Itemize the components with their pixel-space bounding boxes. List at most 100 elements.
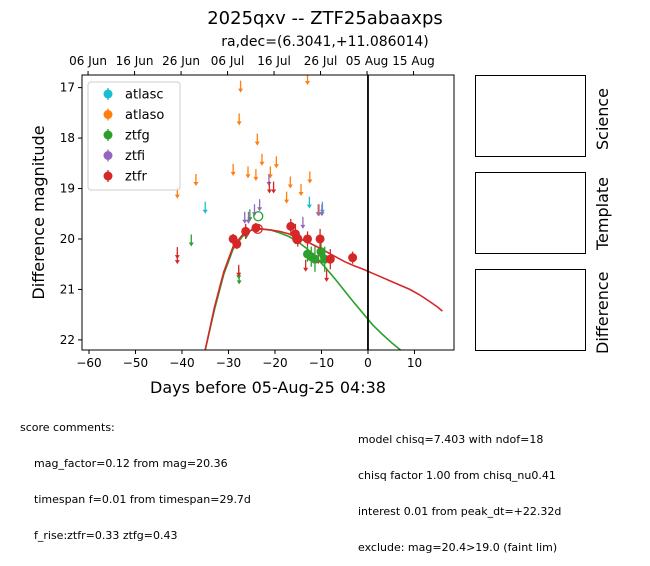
top-x-tick-label: 26 Jun [162,54,200,68]
x-tick-label: −30 [216,356,241,370]
x-tick-label: −50 [123,356,148,370]
plot-layer: −60 −50 −40 −30 −20 −10 0 10 17 18 19 20 21 22 06 Jun 1… [29,54,455,397]
x-tick-label: −40 [169,356,194,370]
upper-limit-atlaso [230,163,236,176]
upper-limit-arrowhead [236,121,242,126]
model-comments: model chisq=7.403 with ndof=18 chisq fac… [358,410,561,566]
upper-limit-ztfr [271,181,277,194]
detection-ztfr [348,251,358,264]
upper-limit-atlasc [202,201,208,214]
upper-limit-arrowhead [202,209,208,214]
upper-limit-ztfr [324,269,330,282]
science-panel [475,75,586,157]
x-tick-label: −10 [309,356,334,370]
upper-limit-atlaso [253,168,259,181]
upper-limit-arrowhead [271,189,277,194]
data-point [303,234,313,244]
legend-label-ztfi: ztfi [125,149,145,164]
upper-limit-ztfi [315,204,321,217]
model-comment-line: exclude: mag=20.4>19.0 (faint lim) [358,541,558,554]
upper-limit-ztfr [303,259,309,272]
score-comments-heading: score comments: [20,421,115,434]
upper-limit-atlaso [298,184,304,197]
upper-limit-ztfi [319,204,325,217]
difference-panel [475,269,586,351]
upper-limit-atlaso [284,191,290,204]
chart-title: 2025qxv -- ZTF25abaaxps [207,8,443,29]
upper-limit-arrowhead [242,219,248,224]
data-point [315,234,325,244]
top-x-tick-label: 15 Aug [392,54,435,68]
open-marker-ztfr [292,233,303,245]
upper-limit-atlaso [307,171,313,184]
score-comment-line: timespan f=0.01 from timespan=29.7d [34,493,251,506]
legend-marker-atlaso [103,110,113,119]
model-comment-line: interest 0.01 from peak_dt=+22.32d [358,505,562,518]
upper-limit-arrowhead [266,189,272,194]
upper-limit-atlaso [305,75,311,86]
top-x-tick-label: 05 Aug [346,54,389,68]
x-tick-label: 10 [407,356,422,370]
template-panel [475,172,586,254]
upper-limit-ztfi [257,199,263,212]
y-tick-label: 18 [60,131,75,145]
upper-limit-arrowhead [315,212,321,217]
upper-limit-arrowhead [188,242,194,247]
top-x-tick-label: 06 Jul [211,54,245,68]
open-marker-ztfr [252,223,263,235]
upper-limit-arrowhead [319,212,325,217]
upper-limit-arrowhead [230,171,236,176]
data-point [325,254,335,264]
upper-limit-arrowhead [254,141,260,146]
upper-limit-atlaso [236,113,242,126]
top-x-tick-label: 16 Jun [116,54,154,68]
detection-ztfg [310,246,320,272]
top-x-tick-label: 06 Jun [69,54,107,68]
data-point [348,253,358,263]
detection-ztfr [325,249,335,270]
upper-limit-arrowhead [174,194,180,199]
data-point [286,221,296,231]
upper-limit-arrowhead [298,192,304,197]
model-comment-line: chisq factor 1.00 from chisq_nu0.41 [358,469,556,482]
upper-limit-ztfr [236,264,242,277]
upper-limit-arrowhead [284,199,290,204]
score-comment-line: f_rise:ztfr=0.33 ztfg=0.43 [34,529,178,542]
upper-limit-ztfi [242,211,248,224]
upper-limit-ztfi [300,216,306,229]
x-tick-label: −60 [76,356,101,370]
upper-limit-atlaso [287,176,293,189]
upper-limit-arrowhead [305,81,311,86]
upper-limit-arrowhead [306,204,312,209]
score-comments: score comments: mag_factor=0.12 from mag… [20,398,251,554]
upper-limit-atlasc [306,196,312,209]
open-marker-ztfg [253,211,264,222]
upper-limit-arrowhead [303,267,309,272]
detection-ztfr [315,228,325,250]
model-comment-line: model chisq=7.403 with ndof=18 [358,433,544,446]
upper-limit-arrowhead [245,174,251,179]
science-panel-label: Science [593,87,612,150]
legend-label-ztfr: ztfr [125,170,147,185]
upper-limit-atlaso [238,80,244,93]
upper-limit-ztfr [174,252,180,265]
top-x-tick-label: 26 Jul [304,54,338,68]
x-tick-label: 0 [364,356,372,370]
y-tick-label: 21 [60,282,75,296]
upper-limit-arrowhead [238,88,244,93]
upper-limit-arrowhead [324,277,330,282]
legend-box [87,81,181,191]
x-axis-label: Days before 05-Aug-25 04:38 [150,378,386,397]
data-point [310,254,320,264]
upper-limit-atlaso [245,166,251,179]
legend-label-atlasc: atlasc [125,88,164,103]
detection-ztfr [241,223,251,239]
legend-marker-ztfi [103,151,113,160]
top-x-tick-label: 16 Jul [257,54,291,68]
legend-marker-atlasc [103,89,113,99]
upper-limit-arrowhead [287,184,293,189]
data-point [241,226,251,236]
upper-limit-arrowhead [300,224,306,229]
data-point [293,234,303,244]
legend-marker-ztfg [103,130,113,140]
